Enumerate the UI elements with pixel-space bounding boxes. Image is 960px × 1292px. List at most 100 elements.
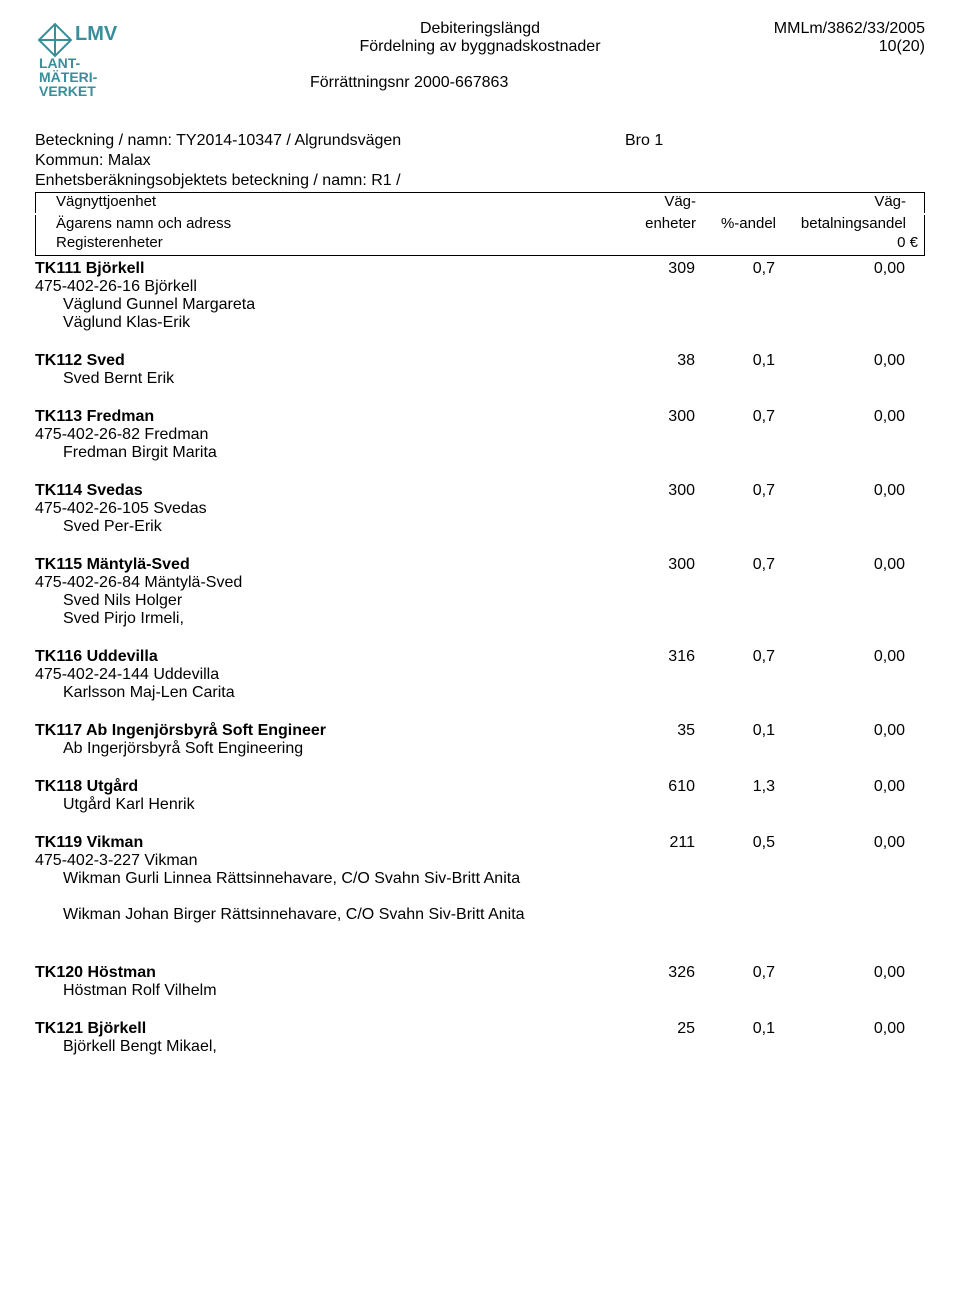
entry-subline: 475-402-24-144 Uddevilla — [35, 666, 925, 684]
entry-subline: 475-402-26-82 Fredman — [35, 426, 925, 444]
entry: TK116 Uddevilla3160,70,00475-402-24-144 … — [35, 648, 925, 702]
entry-name: TK116 Uddevilla — [35, 648, 615, 666]
entry-row: TK112 Sved380,10,00 — [35, 352, 925, 370]
entry-owner: Fredman Birgit Marita — [35, 444, 925, 462]
entry-betalning: 0,00 — [775, 648, 905, 666]
page-number: 10(20) — [774, 38, 925, 56]
entry-owner: Väglund Gunnel Margareta — [35, 296, 925, 314]
entry-owner: Björkell Bengt Mikael, — [35, 1038, 925, 1056]
entry-enheter: 211 — [615, 834, 695, 852]
entry-name: TK117 Ab Ingenjörsbyrå Soft Engineer — [35, 722, 615, 740]
entry: TK111 Björkell3090,70,00475-402-26-16 Bj… — [35, 260, 925, 332]
entry-enheter: 35 — [615, 722, 695, 740]
entry-row: TK121 Björkell250,10,00 — [35, 1020, 925, 1038]
entry-row: TK120 Höstman3260,70,00 — [35, 964, 925, 982]
table-header-box: Vägnyttjoenhet Väg- Väg- Ägarens namn oc… — [35, 192, 925, 234]
col3-header-a — [696, 193, 776, 213]
col2-header-b: enheter — [616, 215, 696, 236]
entry-owner: Höstman Rolf Vilhelm — [35, 982, 925, 1000]
entry-row: TK117 Ab Ingenjörsbyrå Soft Engineer350,… — [35, 722, 925, 740]
entry-row: TK118 Utgård6101,30,00 — [35, 778, 925, 796]
entry-andel: 0,7 — [695, 556, 775, 574]
entry-owner: Sved Bernt Erik — [35, 370, 925, 388]
entry-enheter: 38 — [615, 352, 695, 370]
col4-header-b: betalningsandel — [776, 215, 906, 236]
entry-andel: 0,7 — [695, 648, 775, 666]
entry: TK118 Utgård6101,30,00Utgård Karl Henrik — [35, 778, 925, 814]
register-label: Registerenheter — [36, 234, 616, 255]
col1-header-a: Vägnyttjoenhet — [36, 193, 616, 213]
entry-andel: 0,5 — [695, 834, 775, 852]
entry-enheter: 300 — [615, 556, 695, 574]
enhets-line: Enhetsberäkningsobjektets beteckning / n… — [35, 172, 925, 190]
header-right: MMLm/3862/33/2005 10(20) — [774, 20, 925, 56]
entry-enheter: 326 — [615, 964, 695, 982]
entry-name: TK121 Björkell — [35, 1020, 615, 1038]
entry-name: TK111 Björkell — [35, 260, 615, 278]
table-header-row1: Vägnyttjoenhet Väg- Väg- — [35, 192, 925, 213]
entry-betalning: 0,00 — [775, 1020, 905, 1038]
entry-row: TK113 Fredman3000,70,00 — [35, 408, 925, 426]
entry-subline: 475-402-26-84 Mäntylä-Sved — [35, 574, 925, 592]
entry-enheter: 309 — [615, 260, 695, 278]
entry-row: TK115 Mäntylä-Sved3000,70,00 — [35, 556, 925, 574]
entry-betalning: 0,00 — [775, 964, 905, 982]
entry-andel: 0,1 — [695, 722, 775, 740]
meta-block: Beteckning / namn: TY2014-10347 / Algrun… — [35, 132, 925, 256]
entry-owner: Sved Per-Erik — [35, 518, 925, 536]
entry-andel: 1,3 — [695, 778, 775, 796]
col4-header-a: Väg- — [776, 193, 906, 213]
entry-owner: Wikman Johan Birger Rättsinnehavare, C/O… — [35, 906, 925, 924]
entry-owner: Karlsson Maj-Len Carita — [35, 684, 925, 702]
entry-andel: 0,1 — [695, 1020, 775, 1038]
entry-betalning: 0,00 — [775, 482, 905, 500]
doc-title-2: Fördelning av byggnadskostnader — [359, 38, 600, 56]
entry-betalning: 0,00 — [775, 556, 905, 574]
entry-row: TK114 Svedas3000,70,00 — [35, 482, 925, 500]
entry-betalning: 0,00 — [775, 722, 905, 740]
page: LMV LANT- MÄTERI- VERKET Debiteringsläng… — [0, 0, 960, 1292]
entry: TK113 Fredman3000,70,00475-402-26-82 Fre… — [35, 408, 925, 462]
entries: TK111 Björkell3090,70,00475-402-26-16 Bj… — [35, 260, 925, 1056]
entry-andel: 0,7 — [695, 964, 775, 982]
entry-subline: 475-402-3-227 Vikman — [35, 852, 925, 870]
entry-betalning: 0,00 — [775, 408, 905, 426]
entry-name: TK115 Mäntylä-Sved — [35, 556, 615, 574]
entry-subline: 475-402-26-16 Björkell — [35, 278, 925, 296]
beteckning-label: Beteckning / namn: TY2014-10347 / Algrun… — [35, 132, 625, 150]
entry-name: TK118 Utgård — [35, 778, 615, 796]
entry-owner: Sved Nils Holger — [35, 592, 925, 610]
spacer — [35, 888, 925, 906]
header-center: Debiteringslängd Fördelning av byggnadsk… — [359, 20, 600, 56]
doc-number: MMLm/3862/33/2005 — [774, 20, 925, 38]
entry-enheter: 300 — [615, 408, 695, 426]
entry-owner: Sved Pirjo Irmeli, — [35, 610, 925, 628]
entry-enheter: 25 — [615, 1020, 695, 1038]
entry-betalning: 0,00 — [775, 778, 905, 796]
entry-andel: 0,7 — [695, 260, 775, 278]
table-header-row2: Ägarens namn och adress enheter %-andel … — [35, 215, 925, 236]
entry: TK117 Ab Ingenjörsbyrå Soft Engineer350,… — [35, 722, 925, 758]
col2-header-a: Väg- — [616, 193, 696, 213]
case-number: Förrättningsnr 2000-667863 — [310, 74, 925, 92]
kommun-line: Kommun: Malax — [35, 152, 925, 170]
entry-subline: 475-402-26-105 Svedas — [35, 500, 925, 518]
entry-owner: Väglund Klas-Erik — [35, 314, 925, 332]
svg-text:VERKET: VERKET — [39, 83, 96, 99]
entry: TK112 Sved380,10,00Sved Bernt Erik — [35, 352, 925, 388]
entry-andel: 0,7 — [695, 482, 775, 500]
entry-name: TK120 Höstman — [35, 964, 615, 982]
entry-name: TK113 Fredman — [35, 408, 615, 426]
entry-name: TK114 Svedas — [35, 482, 615, 500]
entry-enheter: 316 — [615, 648, 695, 666]
entry: TK114 Svedas3000,70,00475-402-26-105 Sve… — [35, 482, 925, 536]
entry-row: TK119 Vikman2110,50,00 — [35, 834, 925, 852]
register-row: Registerenheter 0 € — [35, 234, 925, 256]
entry-owner: Wikman Gurli Linnea Rättsinnehavare, C/O… — [35, 870, 925, 888]
doc-title-1: Debiteringslängd — [359, 20, 600, 38]
entry-betalning: 0,00 — [775, 834, 905, 852]
entry-row: TK111 Björkell3090,70,00 — [35, 260, 925, 278]
entry-owner: Ab Ingerjörsbyrå Soft Engineering — [35, 740, 925, 758]
entry-owner: Utgård Karl Henrik — [35, 796, 925, 814]
header-row: Debiteringslängd Fördelning av byggnadsk… — [35, 20, 925, 56]
